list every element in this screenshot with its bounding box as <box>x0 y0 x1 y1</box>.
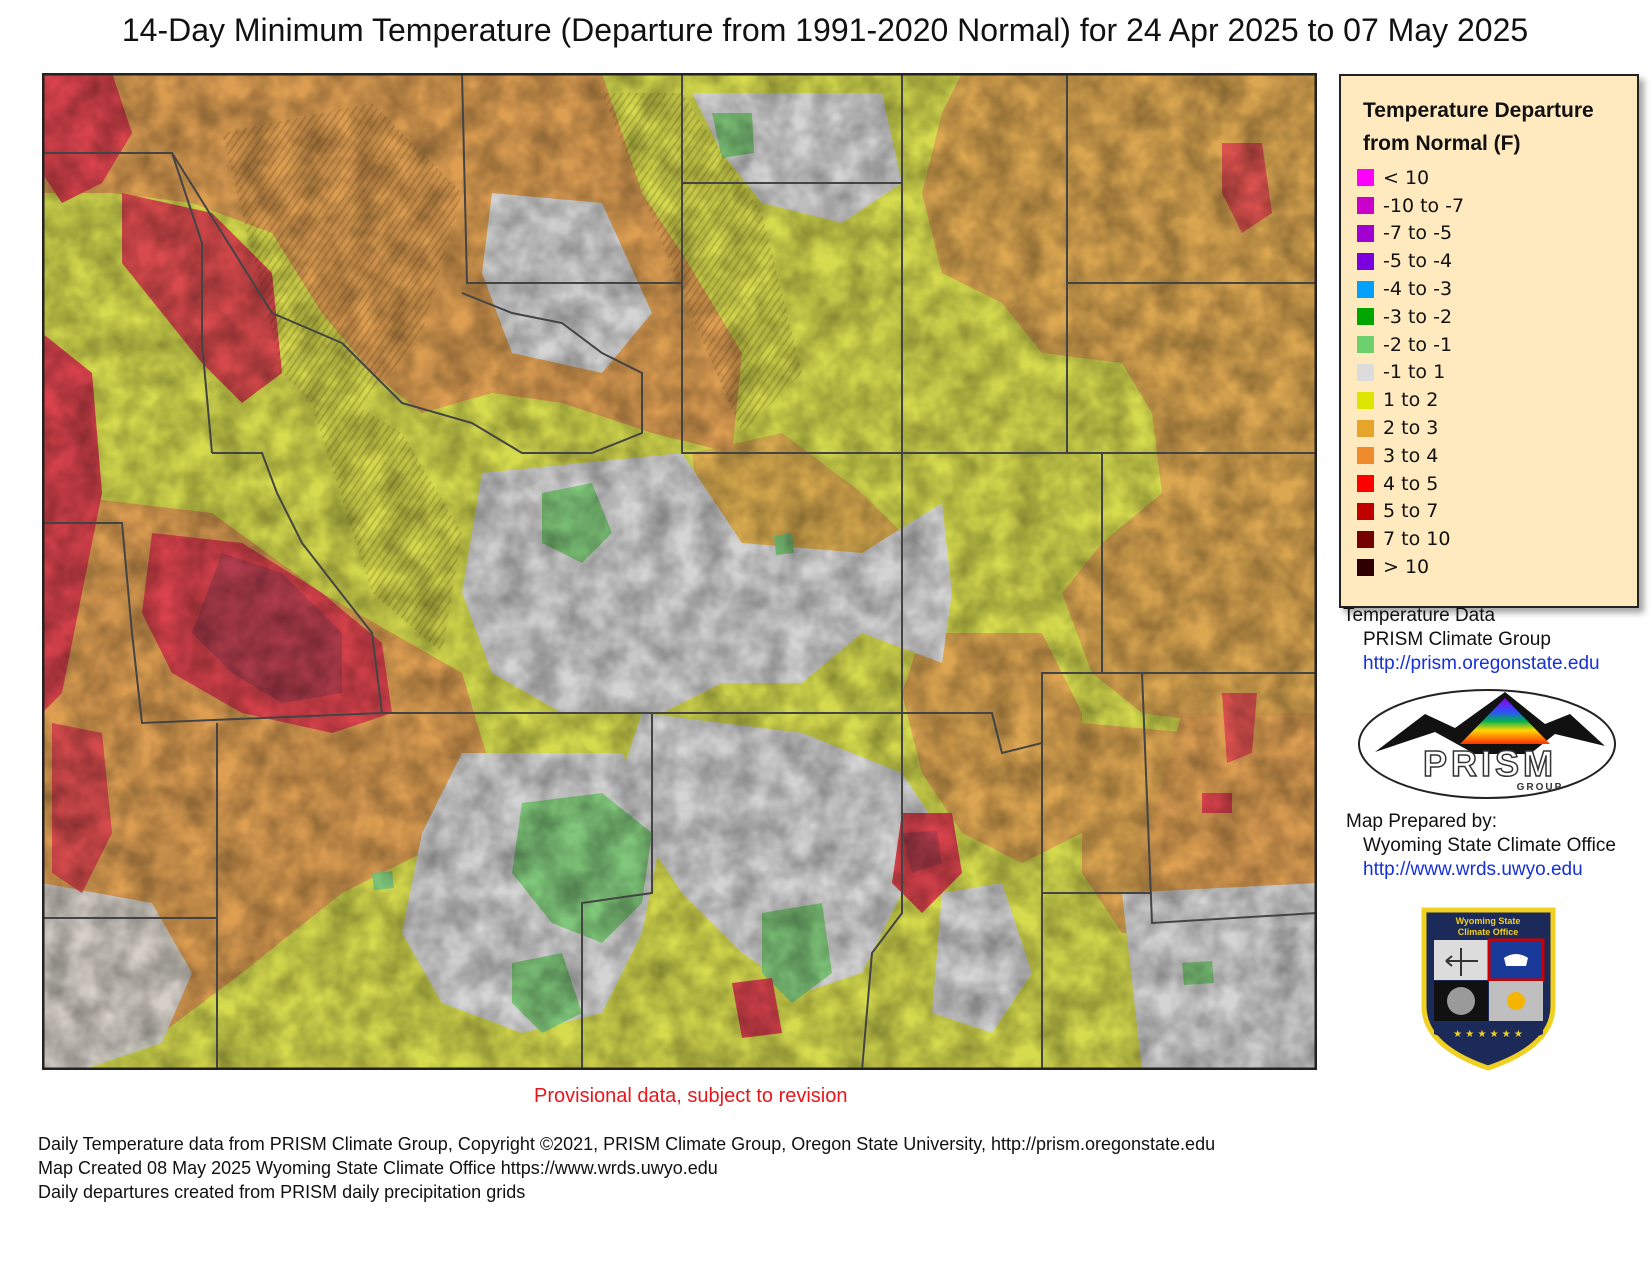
legend-swatch <box>1357 475 1374 493</box>
wsco-logo-line2: Climate Office <box>1458 927 1519 937</box>
legend-swatch <box>1357 530 1374 548</box>
footer-line3: Daily departures created from PRISM dail… <box>38 1182 526 1202</box>
map-title: 14-Day Minimum Temperature (Departure fr… <box>121 12 1529 48</box>
wyoming-state-climate-office-logo: Wyoming State Climate Office ★ ★ ★ ★ ★ ★ <box>1421 907 1556 1071</box>
legend-item: < 10 <box>1357 164 1464 192</box>
legend-label: -2 to -1 <box>1383 333 1453 356</box>
wsco-stars-band <box>1434 1024 1543 1052</box>
legend-item: 4 to 5 <box>1357 470 1464 498</box>
legend-swatch <box>1357 558 1374 576</box>
prepared-by-url-link[interactable]: http://www.wrds.uwyo.edu <box>1363 859 1583 880</box>
weathervane-icon <box>1445 948 1478 976</box>
legend-item: 1 to 2 <box>1357 386 1464 414</box>
legend-swatch <box>1357 252 1374 270</box>
provisional-note: Provisional data, subject to revision <box>534 1085 848 1107</box>
county-boundaries <box>42 73 1317 1070</box>
legend-label: 1 to 2 <box>1383 389 1439 412</box>
legend-swatch <box>1357 169 1374 187</box>
mountain-hatching <box>222 93 802 653</box>
temperature-departure-map <box>42 73 1317 1070</box>
legend-swatch <box>1357 419 1374 437</box>
legend-title-line2: from Normal (F) <box>1363 132 1521 155</box>
legend-items: < 10 -10 to -7 -7 to -5 -5 to -4 -4 to -3 -3 … <box>1357 164 1464 581</box>
footer-line1: Daily Temperature data from PRISM Climat… <box>38 1134 1216 1154</box>
legend-item: 7 to 10 <box>1357 525 1464 553</box>
legend-item: 2 to 3 <box>1357 414 1464 442</box>
temp-data-url-link[interactable]: http://prism.oregonstate.edu <box>1363 653 1600 674</box>
prepared-by-org: Wyoming State Climate Office <box>1363 835 1616 856</box>
prism-logo-subtext: GROUP <box>1517 782 1564 793</box>
legend-item: -7 to -5 <box>1357 220 1464 248</box>
prism-logo-rainbow <box>1460 698 1550 744</box>
footer-line2: Map Created 08 May 2025 Wyoming State Cl… <box>38 1158 718 1178</box>
legend-label: 5 to 7 <box>1383 500 1439 523</box>
temp-data-source: PRISM Climate Group <box>1363 629 1551 650</box>
temp-data-label: Temperature Data <box>1343 605 1496 626</box>
legend-item: 5 to 7 <box>1357 498 1464 526</box>
legend-swatch <box>1357 502 1374 520</box>
legend-label: -10 to -7 <box>1383 194 1465 217</box>
legend-label: -5 to -4 <box>1383 250 1453 273</box>
legend-label: -3 to -2 <box>1383 305 1453 328</box>
legend-label: 2 to 3 <box>1383 417 1439 440</box>
legend-swatch <box>1357 197 1374 215</box>
legend-label: 3 to 4 <box>1383 444 1439 467</box>
legend-label: 7 to 10 <box>1383 528 1451 551</box>
legend-label: 4 to 5 <box>1383 472 1439 495</box>
legend-swatch <box>1357 363 1374 381</box>
legend-item: -10 to -7 <box>1357 192 1464 220</box>
legend-item: -1 to 1 <box>1357 359 1464 387</box>
prepared-by-label: Map Prepared by: <box>1346 811 1498 832</box>
legend-item: -2 to -1 <box>1357 331 1464 359</box>
legend-swatch <box>1357 224 1374 242</box>
legend-label: < 10 <box>1383 166 1430 189</box>
legend-item: -4 to -3 <box>1357 275 1464 303</box>
sun-icon <box>1507 992 1525 1010</box>
legend-label: -4 to -3 <box>1383 278 1453 301</box>
legend-swatch <box>1357 391 1374 409</box>
legend-title-line1: Temperature Departure <box>1363 99 1594 122</box>
legend-item: 3 to 4 <box>1357 442 1464 470</box>
prism-logo: PRISM GROUP <box>1358 689 1616 799</box>
legend-item: -3 to -2 <box>1357 303 1464 331</box>
legend-label: -1 to 1 <box>1383 361 1446 384</box>
bison-icon <box>1504 954 1528 966</box>
legend-swatch <box>1357 280 1374 298</box>
wsco-stars: ★ ★ ★ ★ ★ ★ <box>1453 1029 1523 1040</box>
legend-label: -7 to -5 <box>1383 222 1453 245</box>
legend-swatch <box>1357 308 1374 326</box>
legend-label: > 10 <box>1383 556 1430 579</box>
prism-logo-text: PRISM <box>1423 743 1557 784</box>
moon-icon <box>1447 987 1475 1015</box>
wsco-logo-line1: Wyoming State <box>1456 916 1521 926</box>
legend-swatch <box>1357 336 1374 354</box>
state-border <box>42 73 1317 1070</box>
legend-box: Temperature Departure from Normal (F) < … <box>1339 74 1639 608</box>
legend-swatch <box>1357 447 1374 465</box>
legend-item: -5 to -4 <box>1357 247 1464 275</box>
legend-item: > 10 <box>1357 553 1464 581</box>
legend-title: Temperature Departure from Normal (F) <box>1363 94 1633 160</box>
